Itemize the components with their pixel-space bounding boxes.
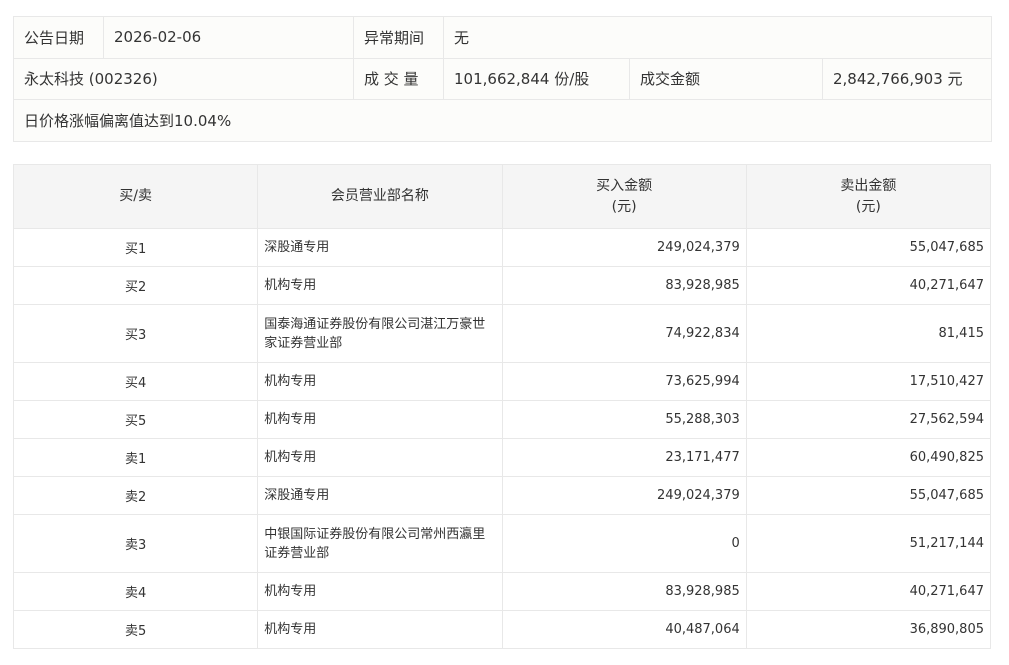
table-row: 卖1 机构专用 23,171,477 60,490,825 (12, 438, 992, 477)
row-side: 买2 (12, 266, 259, 305)
header-sell-unit: (元) (855, 198, 881, 215)
row-side: 卖5 (12, 610, 259, 649)
row-buy-amount: 83,928,985 (501, 266, 747, 305)
row-sell-amount: 81,415 (745, 304, 992, 363)
volume-label: 成 交 量 (353, 57, 444, 100)
header-buy-amount: 买入金额 (元) (501, 164, 747, 229)
row-sell-amount: 17,510,427 (745, 362, 992, 401)
header-sell-label: 卖出金额 (840, 177, 897, 194)
header-member-name: 会员营业部名称 (257, 164, 503, 229)
table-row: 卖2 深股通专用 249,024,379 55,047,685 (12, 476, 992, 515)
row-side: 买5 (12, 400, 259, 439)
row-member-name: 机构专用 (257, 400, 503, 439)
table-row: 卖4 机构专用 83,928,985 40,271,647 (12, 572, 992, 611)
row-member-name: 机构专用 (257, 266, 503, 305)
table-row: 买5 机构专用 55,288,303 27,562,594 (12, 400, 992, 439)
row-sell-amount: 55,047,685 (745, 228, 992, 267)
row-sell-amount: 60,490,825 (745, 438, 992, 477)
row-buy-amount: 73,625,994 (501, 362, 747, 401)
table-row: 买2 机构专用 83,928,985 40,271,647 (12, 266, 992, 305)
row-member-name: 机构专用 (257, 572, 503, 611)
abnormal-period: 无 (442, 16, 993, 59)
row-sell-amount: 36,890,805 (745, 610, 992, 649)
abnormal-period-label: 异常期间 (353, 16, 444, 59)
table-row: 买3 国泰海通证券股份有限公司湛江万豪世家证券营业部 74,922,834 81,41… (12, 304, 992, 363)
header-buy-label: 买入金额 (596, 177, 653, 194)
header-sell-amount: 卖出金额 (元) (745, 164, 992, 229)
row-sell-amount: 51,217,144 (745, 514, 992, 573)
row-side: 卖2 (12, 476, 259, 515)
row-side: 卖3 (12, 514, 259, 573)
table-row: 买1 深股通专用 249,024,379 55,047,685 (12, 228, 992, 267)
row-member-name: 国泰海通证券股份有限公司湛江万豪世家证券营业部 (257, 304, 503, 363)
announcement-info-table: 公告日期 2026-02-06 异常期间 无 永太科技 (002326) 成 交… (12, 16, 993, 142)
row-sell-amount: 40,271,647 (745, 572, 992, 611)
row-member-name: 机构专用 (257, 438, 503, 477)
row-buy-amount: 249,024,379 (501, 228, 747, 267)
trading-seats-table: 买/卖 会员营业部名称 买入金额 (元) 卖出金额 (元) 买1 深股通专用 249,0… (12, 164, 992, 649)
row-member-name: 机构专用 (257, 362, 503, 401)
table-row: 卖3 中银国际证券股份有限公司常州西瀛里证券营业部 0 51,217,144 (12, 514, 992, 573)
row-side: 买4 (12, 362, 259, 401)
row-member-name: 机构专用 (257, 610, 503, 649)
row-buy-amount: 23,171,477 (501, 438, 747, 477)
row-member-name: 中银国际证券股份有限公司常州西瀛里证券营业部 (257, 514, 503, 573)
row-side: 买1 (12, 228, 259, 267)
row-side: 买3 (12, 304, 259, 363)
row-buy-amount: 249,024,379 (501, 476, 747, 515)
turnover-label: 成交金额 (629, 57, 823, 100)
turnover: 2,842,766,903 元 (821, 57, 993, 100)
row-member-name: 深股通专用 (257, 228, 503, 267)
stock-name: 永太科技 (002326) (13, 57, 354, 100)
table-row: 卖5 机构专用 40,487,064 36,890,805 (12, 610, 992, 649)
table-row: 买4 机构专用 73,625,994 17,510,427 (12, 362, 992, 401)
row-buy-amount: 74,922,834 (501, 304, 747, 363)
row-buy-amount: 83,928,985 (501, 572, 747, 611)
row-buy-amount: 40,487,064 (501, 610, 747, 649)
header-side: 买/卖 (12, 164, 259, 229)
row-side: 卖1 (12, 438, 259, 477)
announce-date: 2026-02-06 (103, 16, 354, 59)
row-sell-amount: 55,047,685 (745, 476, 992, 515)
row-side: 卖4 (12, 572, 259, 611)
row-buy-amount: 55,288,303 (501, 400, 747, 439)
reason: 日价格涨幅偏离值达到10.04% (12, 99, 993, 142)
row-sell-amount: 40,271,647 (745, 266, 992, 305)
announce-date-label: 公告日期 (13, 16, 104, 59)
volume: 101,662,844 份/股 (443, 57, 630, 100)
row-sell-amount: 27,562,594 (745, 400, 992, 439)
header-buy-unit: (元) (611, 198, 637, 215)
row-buy-amount: 0 (501, 514, 747, 573)
row-member-name: 深股通专用 (257, 476, 503, 515)
